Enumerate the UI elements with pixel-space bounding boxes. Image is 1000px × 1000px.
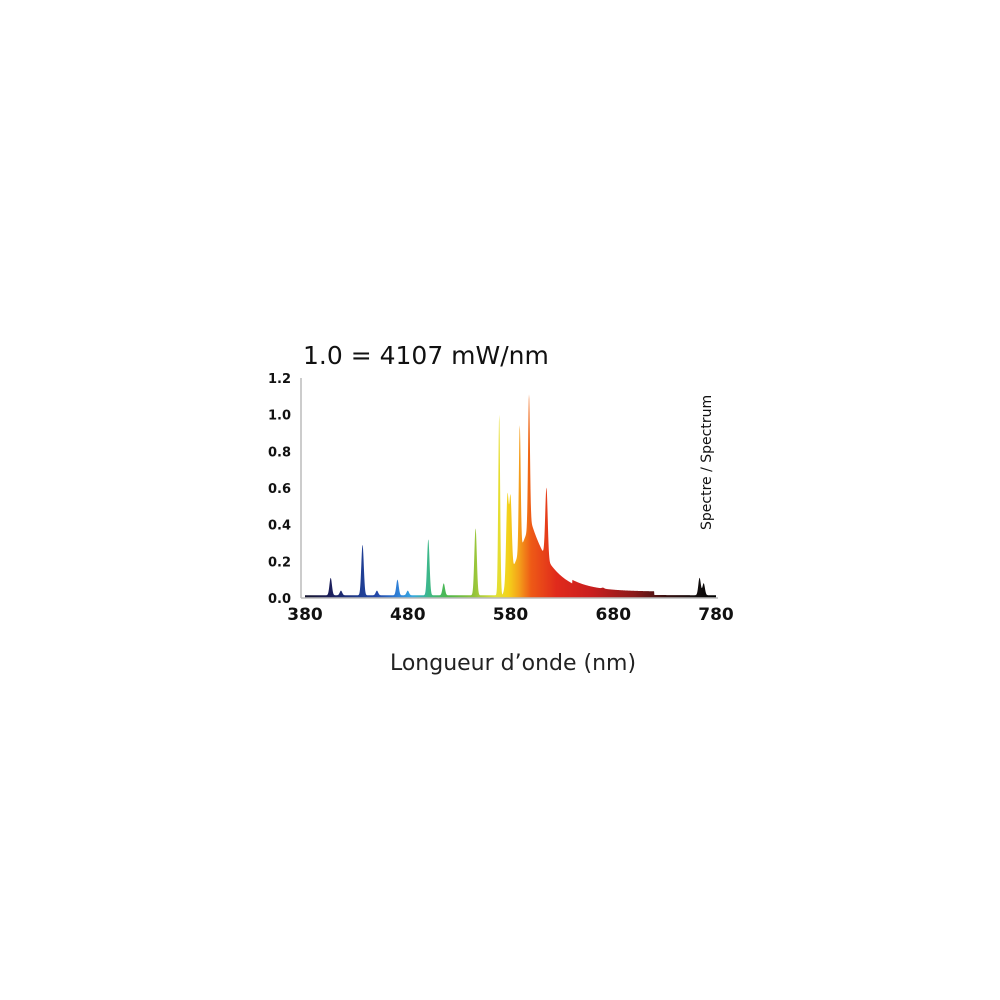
- y-tick-label: 0.6: [268, 482, 291, 497]
- x-tick-label: 780: [698, 605, 734, 625]
- y-tick-labels: 0.0 0.2 0.4 0.6 0.8 1.0 1.2: [268, 372, 291, 607]
- y-tick-label: 0.8: [268, 445, 291, 460]
- x-tick-label: 580: [493, 605, 529, 625]
- y-tick-label: 1.2: [268, 372, 291, 387]
- x-tick-labels: 380 480 580 680 780: [287, 605, 734, 625]
- y-tick-label: 0.2: [268, 555, 291, 570]
- spectrum-area-group: [305, 394, 716, 598]
- y-tick-label: 0.0: [268, 592, 291, 607]
- legend-label: Spectre / Spectrum: [699, 395, 715, 530]
- y-tick-label: 1.0: [268, 409, 291, 424]
- x-tick-label: 380: [287, 605, 323, 625]
- y-tick-label: 0.4: [268, 519, 291, 534]
- chart-title: 1.0 = 4107 mW/nm: [303, 341, 549, 370]
- x-axis-label: Longueur d’onde (nm): [390, 651, 636, 676]
- x-tick-label: 680: [596, 605, 632, 625]
- spectrum-area: [305, 394, 716, 598]
- x-tick-label: 480: [390, 605, 426, 625]
